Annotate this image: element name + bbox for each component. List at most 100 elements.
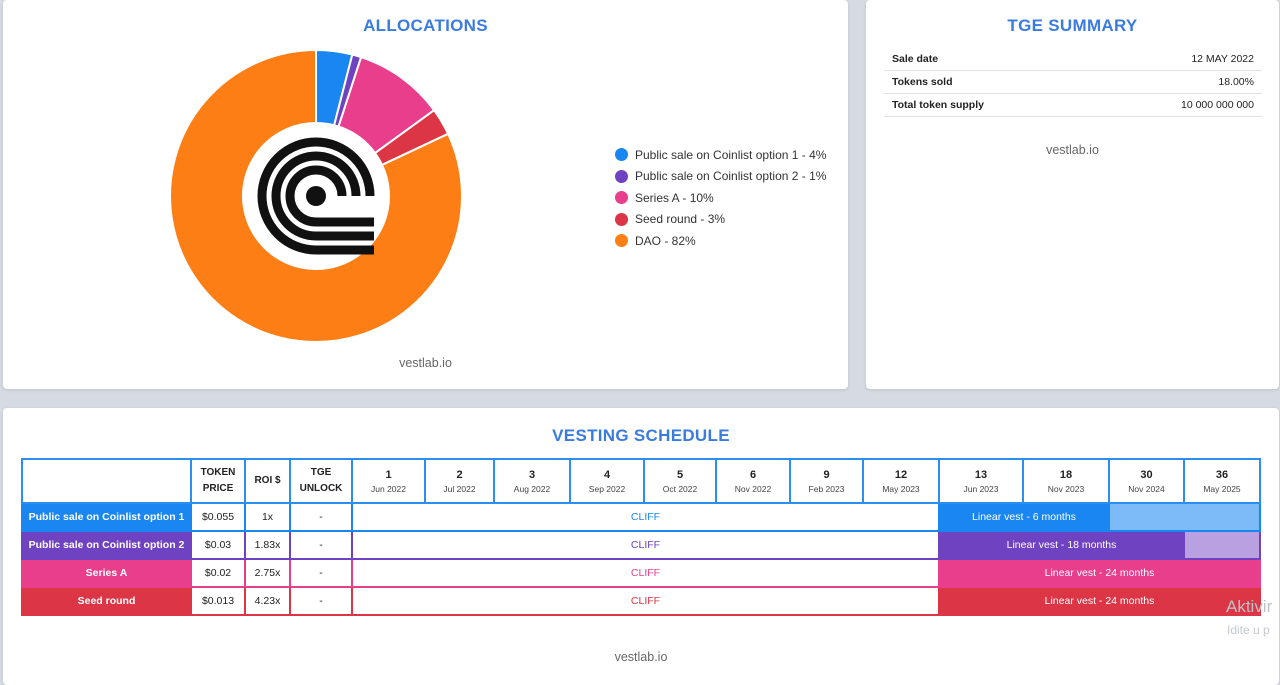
- legend-label: Series A - 10%: [635, 190, 714, 205]
- vest-tail-bar: [1108, 502, 1261, 532]
- month-header: 2 Jul 2022: [424, 458, 495, 504]
- vesting-title: VESTING SCHEDULE: [552, 426, 730, 445]
- month-header: 4 Sep 2022: [569, 458, 645, 504]
- month-number: 30: [1140, 469, 1153, 481]
- table-row: Tokens sold 18.00%: [884, 70, 1262, 94]
- tge-key: Total token supply: [884, 93, 1092, 117]
- month-header: 1 Jun 2022: [351, 458, 426, 504]
- activation-overlay-text: Aktivir: [1226, 597, 1273, 616]
- month-date: May 2023: [882, 484, 920, 494]
- month-header: 3 Aug 2022: [493, 458, 571, 504]
- month-date: Nov 2023: [1047, 484, 1085, 494]
- roi-value: 4.23x: [244, 586, 291, 616]
- tge-value: 12 MAY 2022: [1091, 48, 1262, 71]
- linear-vest-bar: Linear vest - 24 months: [938, 558, 1261, 588]
- legend-dot-icon: [615, 148, 628, 162]
- legend-item[interactable]: DAO - 82%: [615, 230, 826, 252]
- vesting-table-body: Public sale on Coinlist option 1 $0.055 1x…: [21, 502, 1261, 616]
- cliff-bar: CLIFF: [351, 558, 940, 588]
- tge-unlock-value: -: [289, 586, 353, 616]
- round-name: Series A: [21, 558, 192, 588]
- table-row: Sale date 12 MAY 2022: [884, 48, 1262, 71]
- legend-dot-icon: [615, 191, 628, 205]
- tge-unlock-value: -: [289, 558, 353, 588]
- legend-label: Public sale on Coinlist option 1 - 4%: [635, 147, 827, 162]
- month-header: 6 Nov 2022: [715, 458, 791, 504]
- legend-item[interactable]: Public sale on Coinlist option 1 - 4%: [615, 144, 826, 166]
- month-number: 1: [385, 469, 392, 481]
- tge-key: Sale date: [884, 48, 1092, 71]
- month-date: May 2025: [1203, 484, 1241, 494]
- tge-summary-title: TGE SUMMARY: [1007, 16, 1138, 35]
- month-number: 36: [1215, 469, 1229, 481]
- month-header: 13 Jun 2023: [938, 458, 1024, 504]
- month-date: Sep 2022: [588, 484, 626, 494]
- month-date: Jun 2023: [963, 484, 999, 494]
- pie-slice-4[interactable]: [169, 48, 463, 343]
- month-number: 5: [676, 469, 684, 481]
- round-name: Seed round: [21, 586, 192, 616]
- tge-value: 18.00%: [1091, 70, 1262, 94]
- tge-summary-card: TGE SUMMARY Sale date 12 MAY 2022 Tokens…: [866, 0, 1279, 389]
- table-row: Total token supply 10 000 000 000: [884, 93, 1262, 117]
- month-date: Nov 2022: [734, 484, 772, 494]
- table-row: Public sale on Coinlist option 1 $0.055 1x…: [21, 502, 1261, 532]
- allocation-legend: Public sale on Coinlist option 1 - 4% Pub…: [615, 144, 826, 252]
- roi-value: 2.75x: [244, 558, 291, 588]
- month-number: 6: [749, 469, 757, 481]
- round-name: Public sale on Coinlist option 2: [21, 530, 192, 560]
- linear-vest-bar: Linear vest - 18 months: [938, 530, 1185, 560]
- month-date: Nov 2024: [1128, 484, 1165, 494]
- month-header: 12 May 2023: [862, 458, 940, 504]
- token-price: $0.055: [190, 502, 246, 532]
- month-date: Aug 2022: [513, 484, 551, 494]
- allocations-watermark: vestlab.io: [399, 356, 452, 370]
- legend-label: Public sale on Coinlist option 2 - 1%: [635, 169, 827, 184]
- cliff-bar: CLIFF: [351, 502, 940, 532]
- legend-dot-icon: [615, 212, 628, 226]
- roi-header: ROI $: [244, 458, 291, 504]
- tge-unlock-value: -: [289, 530, 353, 560]
- tge-unlock-header: TGE UNLOCK: [289, 458, 353, 504]
- month-date: Jul 2022: [443, 484, 476, 494]
- month-header: 30 Nov 2024: [1108, 458, 1185, 504]
- legend-dot-icon: [615, 169, 628, 183]
- roi-value: 1.83x: [244, 530, 291, 560]
- token-price: $0.03: [190, 530, 246, 560]
- cliff-bar: CLIFF: [351, 586, 940, 616]
- month-date: Jun 2022: [371, 484, 406, 494]
- legend-item[interactable]: Seed round - 3%: [615, 209, 826, 231]
- legend-label: Seed round - 3%: [635, 212, 726, 227]
- project-logo-icon: [244, 124, 388, 268]
- activation-overlay-subtext: Idite u p: [1227, 623, 1270, 637]
- allocations-title: ALLOCATIONS: [363, 16, 488, 35]
- month-header: 5 Oct 2022: [643, 458, 717, 504]
- month-number: 13: [974, 469, 988, 481]
- month-header: 18 Nov 2023: [1022, 458, 1110, 504]
- month-number: 9: [823, 469, 830, 481]
- legend-item[interactable]: Series A - 10%: [615, 187, 826, 209]
- empty-header: [21, 458, 192, 504]
- month-number: 2: [456, 469, 463, 481]
- roi-value: 1x: [244, 502, 291, 532]
- allocations-card: ALLOCATIONS Public sale on Coinlist opti…: [3, 0, 848, 389]
- vesting-table: TOKEN PRICE ROI $ TGE UNLOCK 1 Jun 2022 2 J…: [21, 458, 1261, 616]
- round-name: Public sale on Coinlist option 1: [21, 502, 192, 532]
- token-price-header-line1: TOKEN: [200, 467, 236, 478]
- linear-vest-bar: Linear vest - 24 months: [938, 586, 1261, 616]
- legend-item[interactable]: Public sale on Coinlist option 2 - 1%: [615, 166, 826, 188]
- vest-tail-bar: [1183, 530, 1261, 560]
- month-number: 18: [1059, 469, 1073, 481]
- linear-vest-bar: Linear vest - 6 months: [938, 502, 1110, 532]
- month-header: 36 May 2025: [1183, 458, 1261, 504]
- token-price-header: TOKEN PRICE: [190, 458, 246, 504]
- tge-unlock-value: -: [289, 502, 353, 532]
- month-header: 9 Feb 2023: [789, 458, 864, 504]
- token-price: $0.02: [190, 558, 246, 588]
- tge-watermark: vestlab.io: [1046, 143, 1099, 157]
- table-row: Series A $0.02 2.75x - CLIFF Linear vest - 24…: [21, 558, 1261, 588]
- table-row: Public sale on Coinlist option 2 $0.03 1.8…: [21, 530, 1261, 560]
- legend-dot-icon: [615, 234, 628, 248]
- tge-unlock-header-line2: UNLOCK: [299, 483, 343, 494]
- table-row: Seed round $0.013 4.23x - CLIFF Linear vest -…: [21, 586, 1261, 616]
